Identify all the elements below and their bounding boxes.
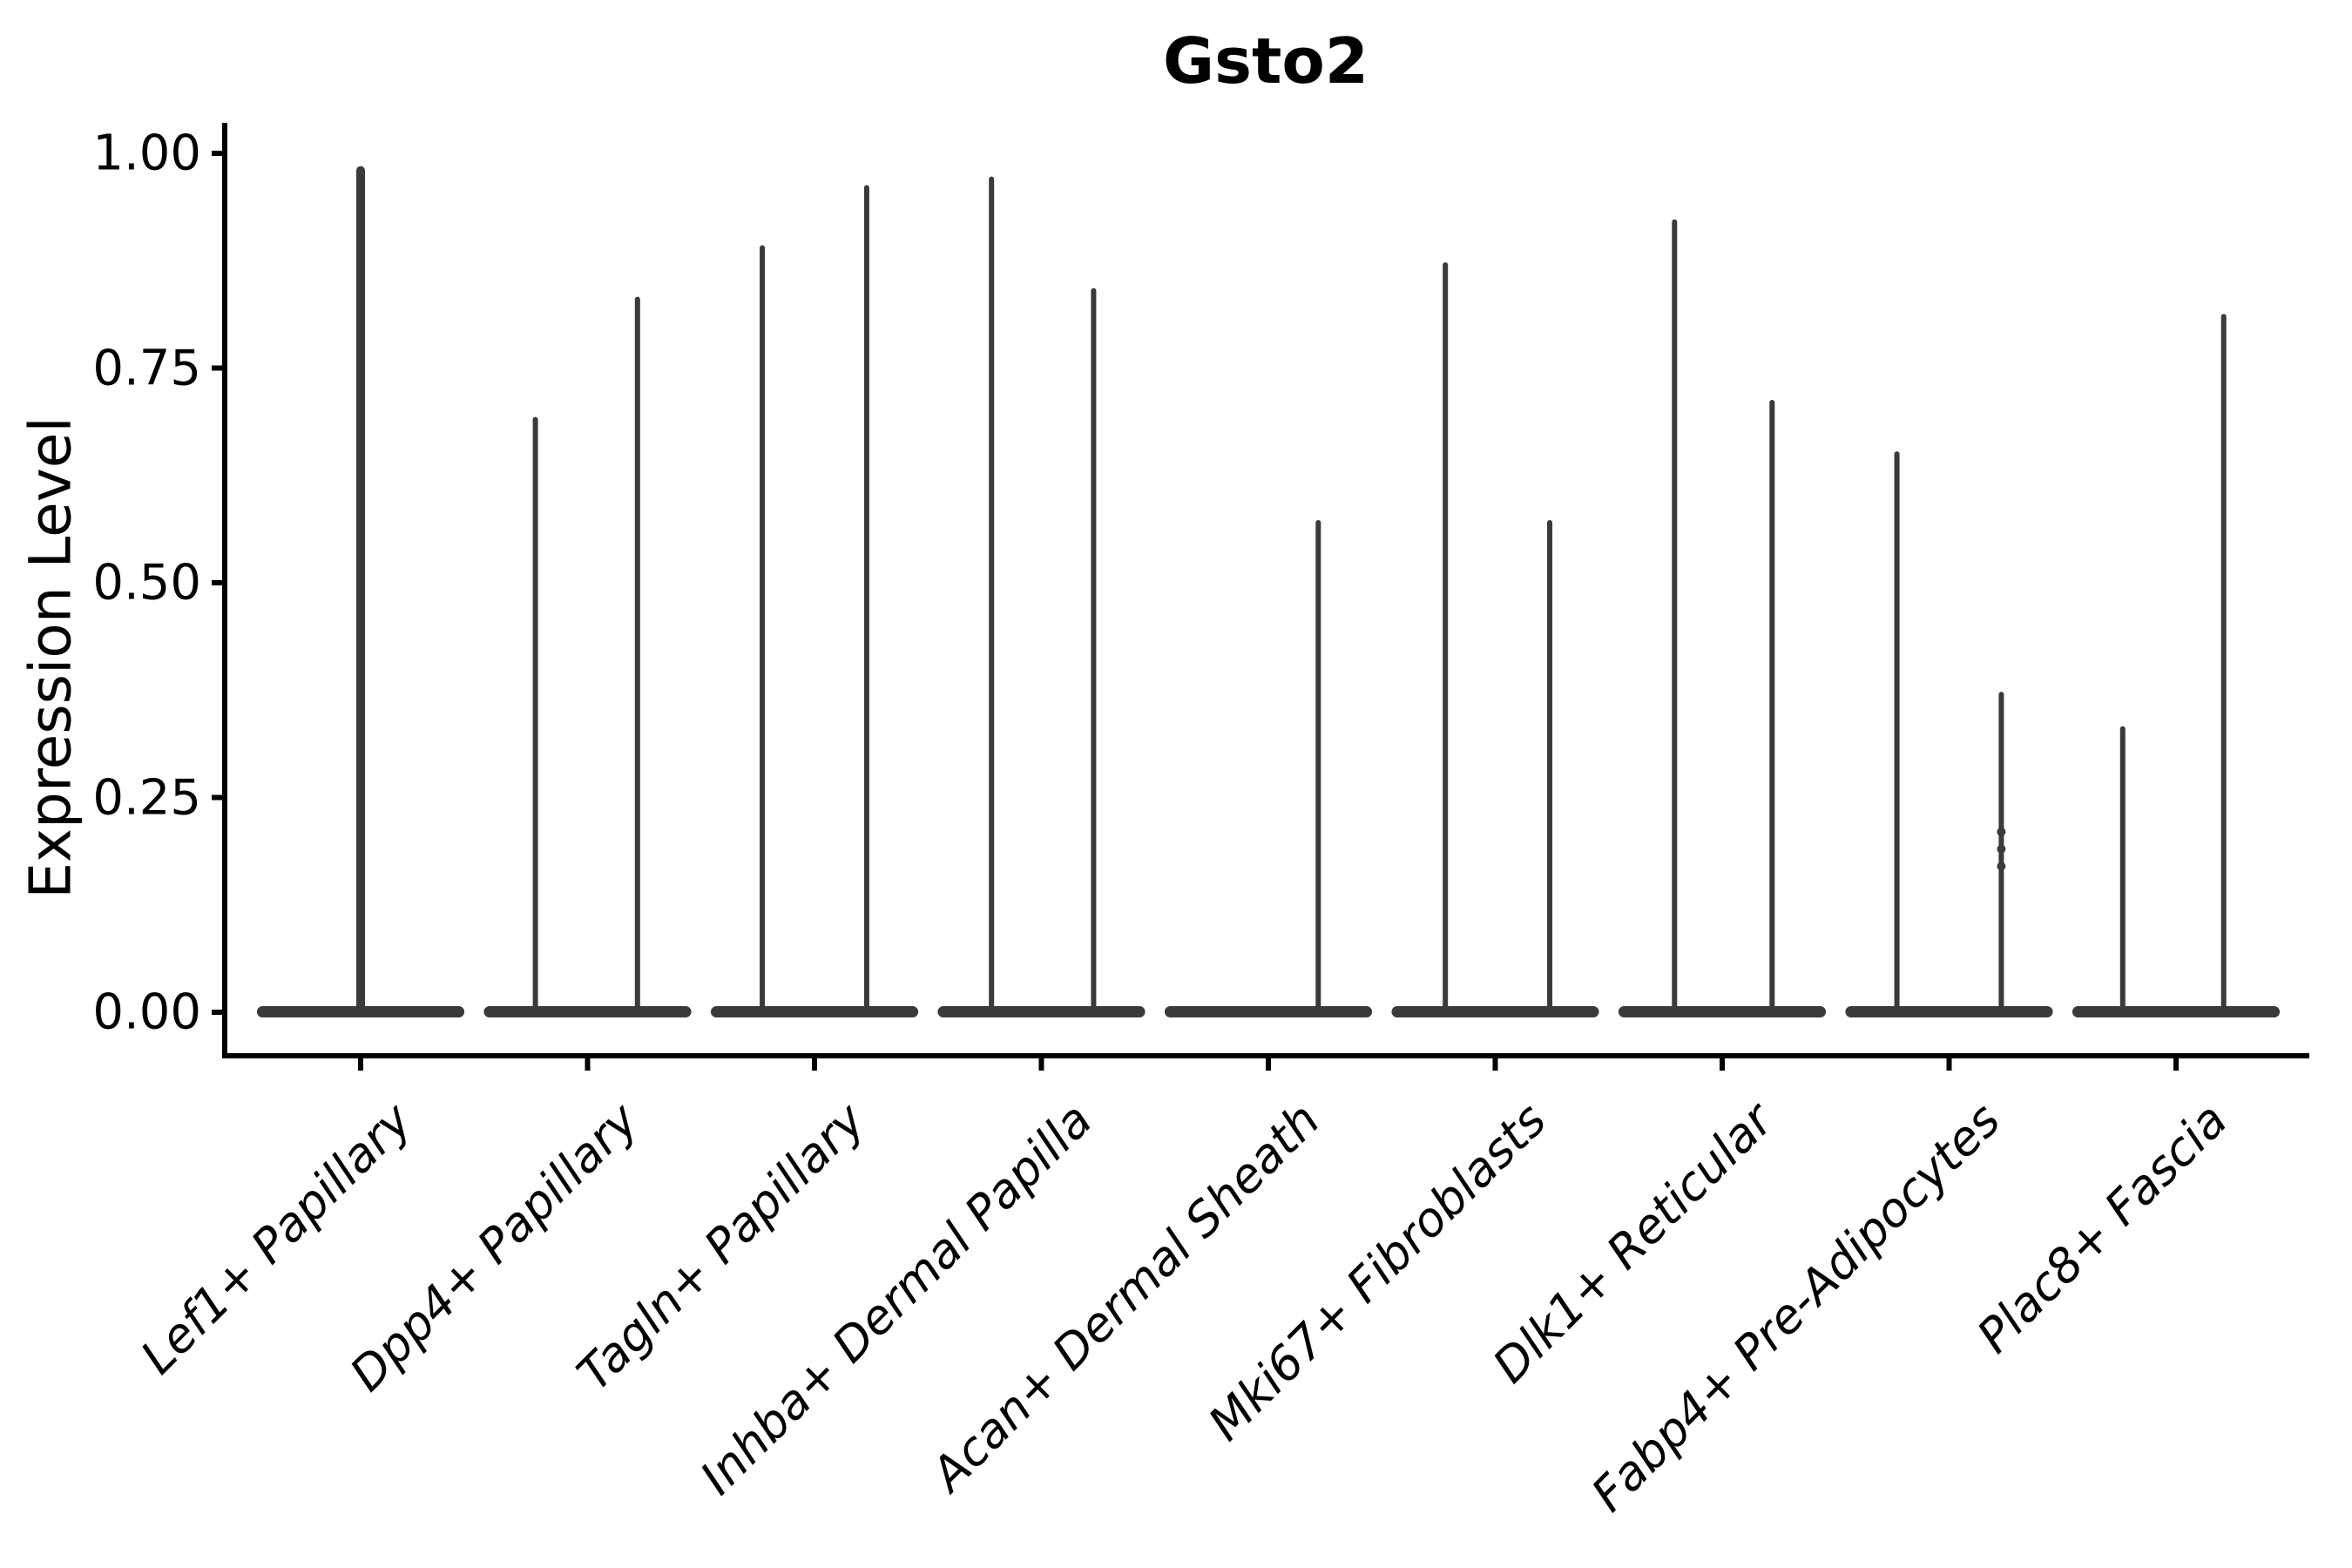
y-tick-label: 0.50	[92, 554, 201, 612]
y-tick-label: 1.00	[92, 125, 201, 182]
jitter-point	[1997, 827, 2006, 836]
violin-baseline-band	[2072, 1006, 2281, 1017]
y-tick-label: 0.00	[92, 983, 201, 1041]
violin-baseline-band	[710, 1006, 919, 1017]
jitter-point	[1997, 844, 2006, 854]
y-tick-label: 0.25	[92, 769, 201, 826]
y-axis-label: Expression Level	[17, 416, 84, 899]
violin-baseline-band	[483, 1006, 692, 1017]
chart-title: Gsto2	[1163, 24, 1369, 98]
violin-baseline-band	[937, 1006, 1146, 1017]
violin-baseline-band	[1845, 1006, 2053, 1017]
jitter-point	[1997, 862, 2006, 871]
violin-baseline-band	[1618, 1006, 1827, 1017]
violin-baseline-band	[1164, 1006, 1373, 1017]
y-tick-label: 0.75	[92, 340, 201, 396]
violin-baseline-band	[1391, 1006, 1599, 1017]
